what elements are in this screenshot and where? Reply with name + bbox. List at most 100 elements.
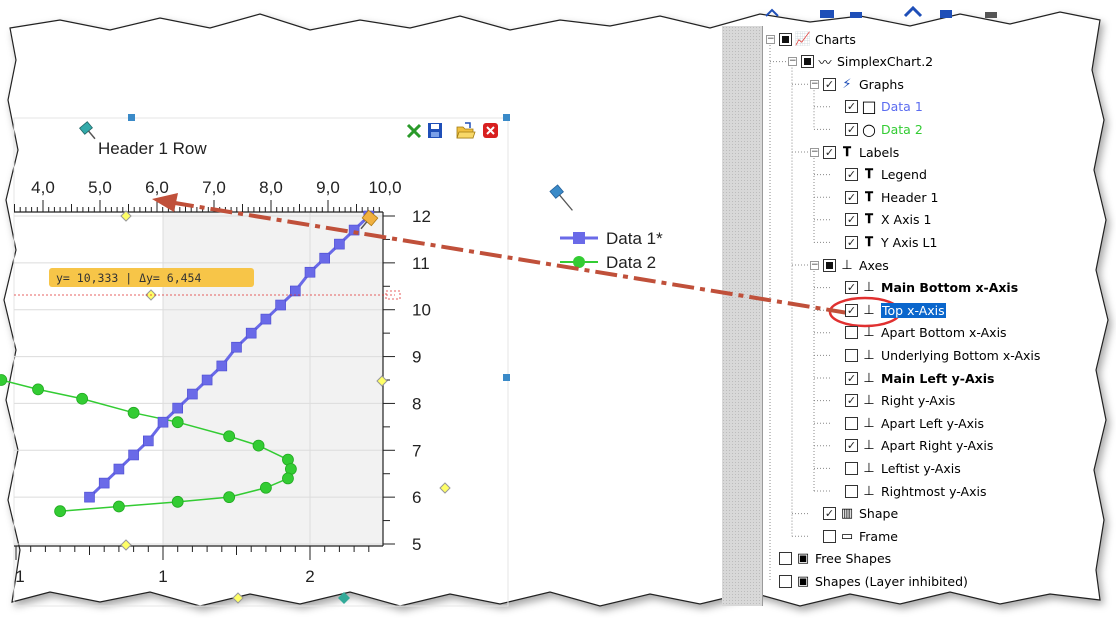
top-axis-pin-icon[interactable] [356,209,379,232]
data-point-data1 [187,388,198,400]
legend-pin-icon[interactable] [549,184,576,214]
data-point-data1 [304,266,316,278]
tree-item-data-2[interactable]: ✓ ○ Data 2 [832,118,923,140]
tree-item-y-axis-l1[interactable]: ✓ 𝐓 Y Axis L1 [832,231,937,253]
axis-icon: ⊥ [863,325,875,341]
visibility-checkbox[interactable]: ✓ [823,77,836,91]
visibility-checkbox[interactable]: ✓ [845,281,858,295]
tree-item-axes[interactable]: − ⊥ Axes [810,254,889,276]
legend-marker-data1 [573,232,585,244]
resize-handle[interactable] [338,592,350,604]
axis-handle[interactable] [120,210,132,222]
expand-toggle-icon[interactable]: − [766,33,775,44]
visibility-checkbox[interactable]: ✓ [823,145,836,159]
toolbar-icon[interactable] [903,5,923,18]
legend: Data 1* Data 2 [560,229,663,272]
visibility-checkbox[interactable] [823,529,836,543]
resize-handle[interactable] [128,114,135,121]
top-axis-tick-label: 10,0 [368,178,401,197]
visibility-checkbox[interactable]: ✓ [845,213,858,227]
tree-item-right-y-axis[interactable]: ✓ ⊥ Right y-Axis [832,390,955,412]
axis-handle[interactable] [376,375,388,387]
axis-handle[interactable] [120,539,132,551]
tree-item-legend[interactable]: ✓ 𝐓 Legend [832,164,927,186]
tree-item-header-1[interactable]: ✓ 𝐓 Header 1 [832,186,938,208]
visibility-checkbox[interactable]: ✓ [845,371,858,385]
visibility-checkbox[interactable]: ✓ [845,439,858,453]
toolbar-icon[interactable] [940,10,952,18]
data-point-data1 [172,402,183,414]
axis-handle[interactable] [232,592,244,604]
visibility-checkbox[interactable]: ✓ [823,507,836,521]
expand-toggle-icon[interactable]: − [810,78,819,89]
data-point-data1 [113,463,125,475]
tree-item-main-bottom-x-axis[interactable]: ✓ ⊥ Main Bottom x-Axis [832,277,1018,299]
tree-toolbar [765,5,997,18]
layer-icon: ▣ [796,551,810,567]
tree-item-shapes-layer-inhibited[interactable]: ▣ Shapes (Layer inhibited) [766,570,968,592]
visibility-checkbox[interactable] [823,258,836,272]
tree-item-label: Apart Left y-Axis [881,415,984,431]
expand-toggle-icon[interactable]: − [788,56,797,67]
visibility-checkbox[interactable] [845,461,858,475]
tree-item-label: Apart Bottom x-Axis [881,325,1007,341]
circle-marker-icon: ○ [862,119,876,139]
visibility-checkbox[interactable] [845,348,858,362]
legend-label-data1: Data 1* [606,229,663,248]
data-point-data1 [128,449,139,461]
visibility-checkbox[interactable] [779,574,792,588]
tree-item-apart-left-y-axis[interactable]: ⊥ Apart Left y-Axis [832,412,984,434]
visibility-checkbox[interactable] [845,326,858,340]
toolbar-icon[interactable] [765,8,779,17]
tree-item-simplexchart-2[interactable]: − 〰 SimplexChart.2 [788,51,933,73]
open-folder-icon[interactable] [456,122,476,139]
tree-item-underlying-bottom-x-axis[interactable]: ⊥ Underlying Bottom x-Axis [832,344,1040,366]
tree-item-labels[interactable]: − ✓ 𝐓 Labels [810,141,899,163]
header-pin-icon[interactable] [79,121,99,142]
visibility-checkbox[interactable] [845,484,858,498]
toolbar-icon[interactable] [985,12,997,18]
visibility-checkbox[interactable]: ✓ [845,235,858,249]
panel-splitter[interactable] [722,26,762,606]
visibility-checkbox[interactable]: ✓ [845,190,858,204]
visibility-checkbox[interactable] [845,416,858,430]
resize-handle[interactable] [503,374,510,381]
visibility-checkbox[interactable] [801,55,814,69]
tree-item-charts[interactable]: − 📈 Charts [766,28,856,50]
resize-handle[interactable] [503,114,510,121]
visibility-checkbox[interactable]: ✓ [845,168,858,182]
visibility-checkbox[interactable]: ✓ [845,303,858,317]
tree-item-label: Leftist y-Axis [881,460,961,476]
tree-item-top-x-axis[interactable]: ✓ ⊥ Top x-Axis [832,299,946,321]
tree-item-graphs[interactable]: − ✓ ⚡ Graphs [810,73,904,95]
close-icon[interactable] [483,123,498,138]
tree-item-apart-bottom-x-axis[interactable]: ⊥ Apart Bottom x-Axis [832,322,1007,344]
visibility-checkbox[interactable]: ✓ [845,100,858,114]
axis-handle[interactable] [439,482,451,494]
tree-item-data-1[interactable]: ✓ □ Data 1 [832,96,923,118]
tree-item-apart-right-y-axis[interactable]: ✓ ⊥ Apart Right y-Axis [832,435,993,457]
expand-toggle-icon[interactable]: − [810,259,819,270]
visibility-checkbox[interactable] [779,552,792,566]
tree-item-shape[interactable]: ✓ ▥ Shape [810,503,898,525]
tree-item-main-left-y-axis[interactable]: ✓ ⊥ Main Left y-Axis [832,367,994,389]
visibility-checkbox[interactable] [779,32,792,46]
tree-item-label: Y Axis L1 [881,234,938,250]
right-axis-tick-label: 8 [412,394,421,413]
tree-item-rightmost-y-axis[interactable]: ⊥ Rightmost y-Axis [832,480,986,502]
tree-item-free-shapes[interactable]: ▣ Free Shapes [766,548,891,570]
save-icon[interactable] [428,123,442,138]
axis-icon: ⊥ [863,438,875,454]
tree-panel-border [762,26,763,606]
tree-item-leftist-y-axis[interactable]: ⊥ Leftist y-Axis [832,457,961,479]
tree-item-label: Top x-Axis [881,302,946,318]
visibility-checkbox[interactable]: ✓ [845,122,858,136]
autoscale-icon[interactable] [406,123,422,139]
visibility-checkbox[interactable]: ✓ [845,394,858,408]
right-axis-tick-label: 11 [412,254,430,273]
toolbar-icon[interactable] [820,10,834,18]
tree-item-frame[interactable]: ▭ Frame [810,525,898,547]
toolbar-icon[interactable] [850,12,862,18]
tree-item-x-axis-1[interactable]: ✓ 𝐓 X Axis 1 [832,209,931,231]
expand-toggle-icon[interactable]: − [810,146,819,157]
